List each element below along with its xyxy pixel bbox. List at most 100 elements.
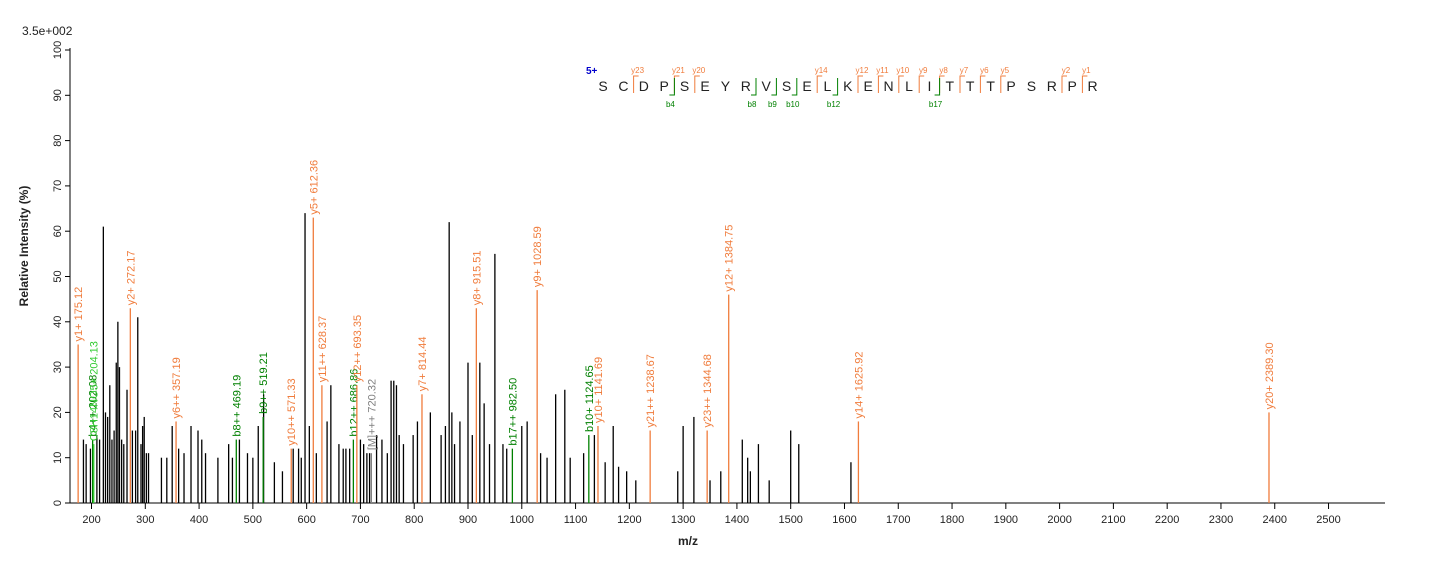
y-tick-label: 100 bbox=[52, 41, 64, 59]
residue: D bbox=[639, 78, 649, 94]
b-cleavage-mark bbox=[669, 78, 675, 96]
residue: S bbox=[782, 78, 791, 94]
x-tick-label: 600 bbox=[297, 514, 315, 526]
y-tick-label: 10 bbox=[52, 452, 64, 464]
residue: R bbox=[1088, 78, 1098, 94]
residue: P bbox=[1068, 78, 1077, 94]
x-tick-label: 800 bbox=[405, 514, 423, 526]
y-tick-label: 70 bbox=[52, 180, 64, 192]
peak-label: [M]+++ 720.32 bbox=[366, 379, 378, 450]
y-cleavage-mark bbox=[694, 75, 700, 93]
b-cleavage-mark bbox=[934, 78, 941, 96]
y-ion-label: y1 bbox=[1082, 66, 1091, 75]
x-tick-label: 1100 bbox=[564, 514, 588, 526]
b-cleavage-mark bbox=[751, 78, 757, 96]
y-tick-label: 40 bbox=[52, 316, 64, 328]
y-tick-label: 60 bbox=[52, 225, 64, 237]
x-tick-label: 300 bbox=[136, 514, 154, 526]
y-tick-label: 20 bbox=[52, 406, 64, 418]
x-tick-label: 2200 bbox=[1155, 514, 1179, 526]
x-tick-label: 1900 bbox=[994, 514, 1018, 526]
x-tick-label: 1800 bbox=[940, 514, 964, 526]
residue: L bbox=[905, 78, 913, 94]
y-ion-label: y9 bbox=[919, 66, 928, 75]
residue: T bbox=[946, 78, 955, 94]
peak-label: b4++ 202.08 bbox=[88, 375, 100, 437]
x-tick-label: 2300 bbox=[1209, 514, 1233, 526]
peak-label: y9+ 1028.59 bbox=[532, 226, 544, 287]
scale-label: 3.5e+002 bbox=[22, 24, 73, 38]
y-tick-label: 90 bbox=[52, 89, 64, 101]
y-ion-label: y14 bbox=[815, 66, 828, 75]
y-ion-label: y5 bbox=[1001, 66, 1010, 75]
residue: R bbox=[1047, 78, 1057, 94]
y-cleavage-mark bbox=[1081, 75, 1088, 93]
peak-label: y6++ 357.19 bbox=[171, 357, 183, 418]
residue: P bbox=[1006, 78, 1015, 94]
x-tick-label: 2000 bbox=[1047, 514, 1071, 526]
residue: K bbox=[843, 78, 853, 94]
x-axis-title: m/z bbox=[678, 534, 698, 548]
b-cleavage-mark bbox=[771, 78, 777, 96]
peak-label: y20+ 2389.30 bbox=[1264, 342, 1276, 409]
b-ion-label: b12 bbox=[827, 100, 841, 109]
residue: E bbox=[864, 78, 873, 94]
b-ion-label: b4 bbox=[666, 100, 675, 109]
peak-label: y12+ 1384.75 bbox=[724, 225, 736, 292]
x-tick-label: 1700 bbox=[886, 514, 910, 526]
residue: S bbox=[680, 78, 689, 94]
x-tick-label: 2500 bbox=[1316, 514, 1340, 526]
residue: Y bbox=[721, 78, 731, 94]
peak-label: y8+ 915.51 bbox=[471, 250, 483, 305]
peak-label: y11++ 628.37 bbox=[317, 316, 329, 382]
peak-label: y10++ 571.33 bbox=[286, 378, 298, 445]
x-tick-label: 1000 bbox=[510, 514, 534, 526]
b-ion-label: b9 bbox=[768, 100, 777, 109]
y-ion-label: y2 bbox=[1062, 66, 1071, 75]
residue: S bbox=[598, 78, 607, 94]
x-tick-label: 200 bbox=[82, 514, 100, 526]
b-cleavage-mark bbox=[832, 78, 839, 96]
y-tick-label: 0 bbox=[52, 500, 64, 506]
peak-label: y14+ 1625.92 bbox=[853, 351, 865, 418]
y-cleavage-mark bbox=[959, 75, 965, 93]
residue: V bbox=[762, 78, 772, 94]
y-cleavage-mark bbox=[633, 75, 639, 93]
y-cleavage-mark bbox=[979, 75, 986, 93]
y-cleavage-mark bbox=[857, 75, 863, 93]
y-ion-label: y10 bbox=[896, 66, 909, 75]
y-ion-label: y11 bbox=[876, 66, 889, 75]
y-ion-label: y20 bbox=[692, 66, 705, 75]
x-tick-label: 1200 bbox=[617, 514, 641, 526]
peak-label: C8H14NO5+ 204.13 bbox=[89, 341, 101, 441]
b-cleavage-mark bbox=[791, 78, 798, 96]
y-tick-label: 80 bbox=[52, 134, 64, 146]
y-ion-label: y23 bbox=[631, 66, 644, 75]
x-tick-label: 700 bbox=[351, 514, 369, 526]
y-cleavage-mark bbox=[939, 75, 945, 93]
peak-label: y23++ 1344.68 bbox=[702, 354, 714, 427]
peak-label: b9++ 519.21 bbox=[258, 352, 270, 414]
residue: S bbox=[1027, 78, 1036, 94]
peak-label: y2+ 272.17 bbox=[125, 250, 137, 305]
y-ion-label: y8 bbox=[939, 66, 948, 75]
peak-label: b17++ 982.50 bbox=[507, 378, 519, 446]
y-ion-label: y12 bbox=[856, 66, 869, 75]
y-cleavage-mark bbox=[1061, 75, 1067, 93]
peak-label: y10+ 1141.69 bbox=[593, 357, 605, 423]
y-tick-label: 50 bbox=[52, 270, 64, 282]
b-ion-label: b17 bbox=[929, 100, 943, 109]
residue: C bbox=[618, 78, 628, 94]
residue: R bbox=[741, 78, 751, 94]
y-cleavage-mark bbox=[898, 75, 904, 93]
peak-label: b8++ 469.19 bbox=[231, 375, 243, 437]
y-cleavage-mark bbox=[1000, 75, 1006, 93]
peak-label: y7+ 814.44 bbox=[417, 337, 429, 392]
y-tick-label: 30 bbox=[52, 361, 64, 373]
residue: E bbox=[700, 78, 709, 94]
peak-label: y21++ 1238.67 bbox=[645, 354, 657, 427]
residue: N bbox=[884, 78, 894, 94]
residue: L bbox=[824, 78, 832, 94]
